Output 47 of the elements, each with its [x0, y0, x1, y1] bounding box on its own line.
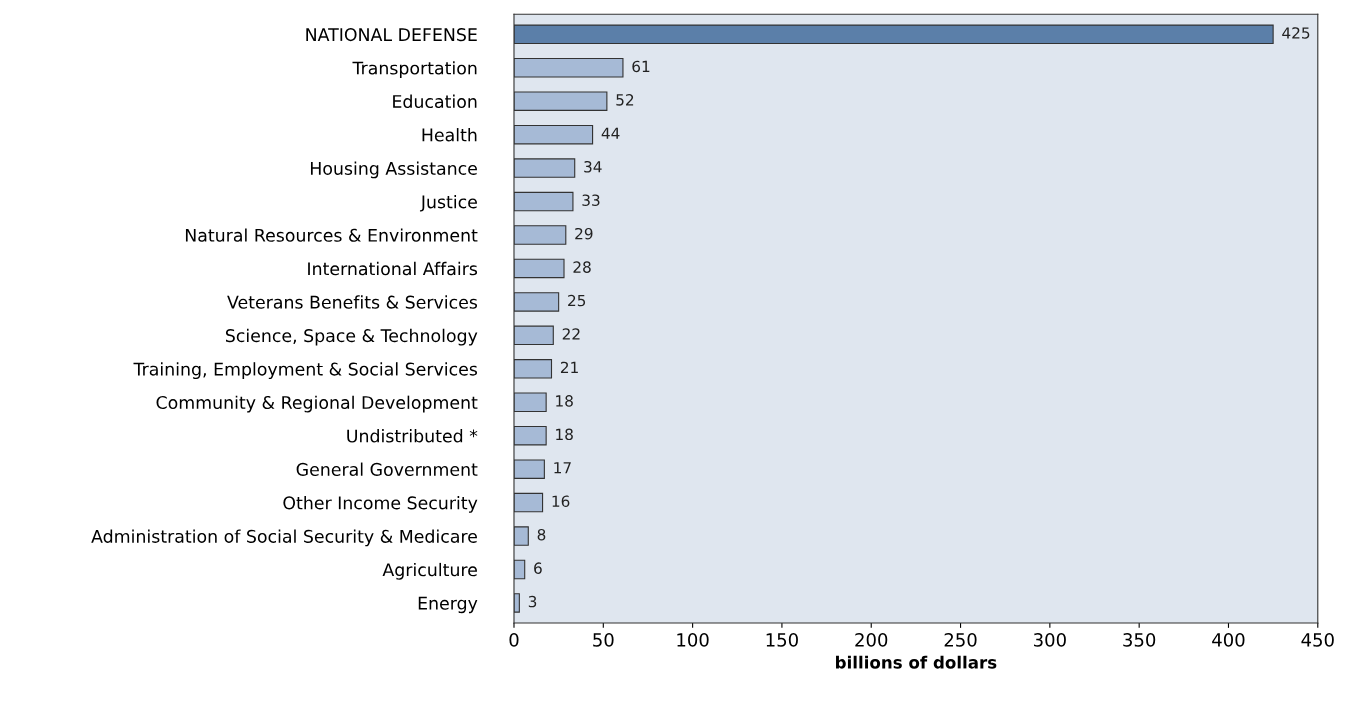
y-tick-label: Undistributed *	[347, 429, 478, 443]
y-tick-label: Administration of Social Security & Medicare	[91, 529, 477, 547]
y-tick-label: Agriculture	[382, 562, 477, 580]
y-tick-label: Natural Resources & Environment	[185, 228, 478, 242]
y-tick-label: Energy	[418, 596, 478, 614]
x-tick-label: 350	[1123, 633, 1156, 647]
data-label: 52	[616, 94, 634, 106]
y-tick-label: Education	[393, 94, 477, 109]
data-label: 22	[562, 328, 580, 340]
data-label: 18	[556, 428, 573, 441]
y-tick-label: Training, Employment & Social Services	[133, 362, 478, 379]
data-label: 425	[1282, 27, 1310, 39]
data-label: 25	[568, 294, 586, 307]
data-label: 16	[552, 495, 570, 508]
data-label: 34	[584, 160, 602, 173]
x-tick-label: 150	[766, 633, 798, 647]
data-label: 44	[601, 127, 620, 139]
y-tick-label: Justice	[419, 194, 477, 212]
y-tick-label: NATIONAL DEFENSE	[306, 28, 477, 42]
x-tick-label: 200	[855, 633, 888, 647]
x-tick-label: 450	[1301, 633, 1334, 647]
data-label: 17	[554, 462, 571, 474]
y-tick-label: General Government	[296, 462, 478, 476]
x-tick-label: 0	[509, 633, 519, 647]
data-label: 29	[575, 227, 593, 240]
y-tick-label: Science, Space & Technology	[225, 328, 478, 346]
data-label: 8	[537, 528, 546, 541]
y-tick-label: International Affairs	[308, 261, 478, 276]
y-tick-label: Veterans Benefits & Services	[227, 295, 478, 309]
data-label: 3	[528, 595, 537, 608]
data-label: 18	[556, 395, 573, 407]
y-tick-label: Community & Regional Development	[156, 395, 478, 413]
y-tick-label: Other Income Security	[283, 495, 478, 513]
x-tick-label: 100	[677, 633, 709, 647]
y-tick-label: Health	[422, 128, 477, 142]
x-tick-label: 50	[593, 633, 614, 647]
data-label: 61	[632, 60, 650, 73]
data-label: 33	[582, 194, 600, 206]
y-tick-label: Transportation	[352, 61, 477, 78]
data-label: 21	[560, 361, 578, 374]
x-axis-title: billions of dollars	[836, 655, 997, 669]
x-tick-label: 300	[1034, 633, 1066, 647]
data-label: 28	[573, 261, 591, 273]
data-label: 6	[534, 562, 542, 574]
x-tick-label: 400	[1212, 633, 1245, 647]
y-tick-label: Housing Assistance	[310, 161, 477, 179]
x-tick-label: 250	[944, 633, 977, 647]
